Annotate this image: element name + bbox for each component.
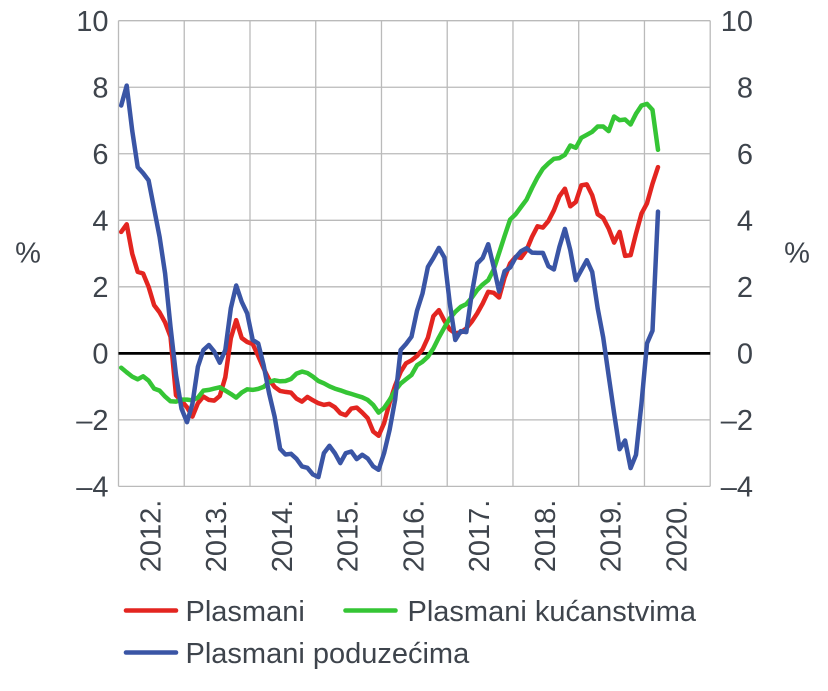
svg-text:%: % [784,237,810,269]
svg-text:2014.: 2014. [267,500,299,573]
svg-text:–4: –4 [721,472,753,504]
svg-text:–4: –4 [76,472,108,504]
svg-text:–2: –2 [721,405,753,437]
svg-text:2017.: 2017. [464,500,496,573]
svg-text:4: 4 [737,205,753,237]
svg-text:2018.: 2018. [530,500,562,573]
svg-text:2: 2 [737,272,753,304]
svg-text:10: 10 [721,6,753,38]
svg-text:–2: –2 [76,405,108,437]
svg-text:6: 6 [92,139,108,171]
svg-text:2: 2 [92,272,108,304]
svg-text:0: 0 [92,339,108,371]
svg-text:2015.: 2015. [333,500,365,573]
svg-text:2013.: 2013. [201,500,233,573]
svg-text:8: 8 [92,72,108,104]
svg-text:2019.: 2019. [596,500,628,573]
svg-text:6: 6 [737,139,753,171]
svg-text:%: % [15,237,41,269]
svg-text:2012.: 2012. [135,500,167,573]
svg-text:2016.: 2016. [398,500,430,573]
svg-text:0: 0 [737,339,753,371]
svg-text:8: 8 [737,72,753,104]
svg-text:4: 4 [92,205,108,237]
svg-text:Plasmani kućanstvima: Plasmani kućanstvima [408,596,697,628]
svg-text:10: 10 [76,6,108,38]
svg-text:2020.: 2020. [661,500,693,573]
svg-text:Plasmani poduzećima: Plasmani poduzećima [186,638,471,670]
svg-text:Plasmani: Plasmani [186,596,305,628]
